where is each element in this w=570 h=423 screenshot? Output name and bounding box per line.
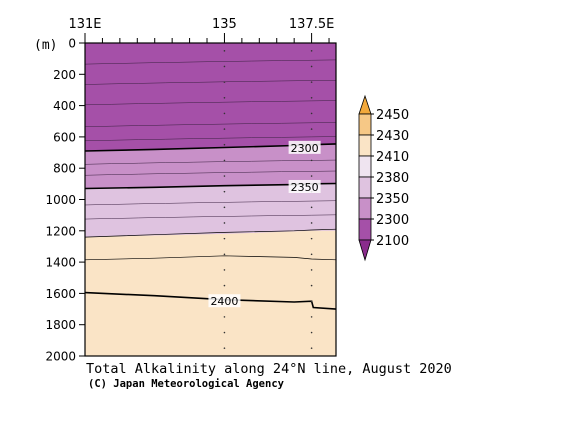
station-dot-1-1050 <box>310 206 313 209</box>
station-dot-1-1750 <box>310 316 313 318</box>
colorbar-label-0: 2450 <box>376 108 409 123</box>
station-dot-0-350 <box>223 96 226 99</box>
x-tick-label-1: 135 <box>212 17 237 32</box>
station-dot-1-1850 <box>310 331 313 334</box>
y-tick-label-9: 1800 <box>45 318 76 332</box>
station-dot-0-50 <box>223 50 226 52</box>
colorbar: 2450 2430 2410 2380 2350 2300 2100 <box>358 94 409 262</box>
contour-label-2: 2400 <box>210 295 238 308</box>
colorbar-label-4: 2350 <box>376 192 409 207</box>
isoline-4 <box>84 136 337 142</box>
station-dot-1-1550 <box>310 284 313 287</box>
isoline-7 <box>84 200 337 206</box>
colorbar-label-2: 2410 <box>376 150 409 165</box>
isoline-6 <box>84 170 337 176</box>
station-dot-1-250 <box>310 81 313 83</box>
colorbar-label-3: 2380 <box>376 171 409 186</box>
colorbar-seg-3 <box>358 155 372 178</box>
contour-label-bg-1 <box>288 179 321 193</box>
contour-line-3 <box>84 228 337 238</box>
contour-label-layer: 2300 2350 2400 <box>208 140 321 308</box>
chart-credit: (C) Japan Meteorological Agency <box>88 378 285 390</box>
isoline-8 <box>84 214 337 220</box>
station-dot-1-550 <box>310 128 313 130</box>
station-dot-1-450 <box>310 112 313 115</box>
station-dot-0-1150 <box>223 222 226 224</box>
colorbar-seg-6 <box>358 218 372 241</box>
colorbar-seg-2 <box>358 134 372 157</box>
isoline-2 <box>84 100 337 106</box>
station-dot-0-1750 <box>223 316 226 318</box>
station-dot-0-1350 <box>223 253 226 256</box>
colorbar-label-6: 2100 <box>376 234 409 249</box>
station-dot-0-450 <box>223 112 226 115</box>
colorbar-label-1: 2430 <box>376 129 409 144</box>
station-dot-0-950 <box>223 190 226 193</box>
station-dot-0-750 <box>223 159 226 162</box>
y-tick-label-6: 1200 <box>45 224 76 238</box>
station-dot-1-850 <box>310 175 313 177</box>
colorbar-label-5: 2300 <box>376 213 409 228</box>
station-dot-1-1350 <box>310 253 313 256</box>
station-dot-1-1650 <box>310 300 313 303</box>
contour-label-0: 2300 <box>291 142 319 155</box>
y-tick-label-0: 0 <box>68 37 76 51</box>
station-dot-1-150 <box>310 65 313 68</box>
station-dot-0-1450 <box>223 269 226 271</box>
station-dot-0-550 <box>223 128 226 130</box>
band-fill-3 <box>85 230 336 356</box>
y-tick-label-8: 1600 <box>45 287 76 301</box>
station-dot-1-1950 <box>310 347 313 349</box>
x-axis: 131E 135 137.5E <box>68 17 334 43</box>
colorbar-bottom-arrow <box>358 239 372 262</box>
y-tick-label-1: 200 <box>53 68 76 82</box>
station-dot-0-150 <box>223 65 226 68</box>
isoline-3 <box>84 122 337 127</box>
isoline-0 <box>84 59 337 65</box>
colorbar-seg-1 <box>358 113 372 136</box>
station-dot-0-1050 <box>223 206 226 209</box>
contour-fill-layer <box>85 43 336 356</box>
colorbar-top-arrow <box>358 94 372 115</box>
station-dot-0-1250 <box>223 237 226 240</box>
y-tick-label-4: 800 <box>53 162 76 176</box>
isoline-1 <box>84 79 337 85</box>
colorbar-seg-4 <box>358 176 372 199</box>
contour-label-bg-0 <box>288 140 321 154</box>
station-dot-0-850 <box>223 175 226 177</box>
x-tick-label-0: 131E <box>68 17 101 32</box>
contour-line-4 <box>84 255 337 261</box>
station-dot-0-1550 <box>223 284 226 287</box>
y-tick-label-10: 2000 <box>45 350 76 364</box>
station-dot-1-1450 <box>310 269 313 271</box>
y-tick-label-2: 400 <box>53 99 76 113</box>
station-dot-1-350 <box>310 96 313 99</box>
y-tick-label-3: 600 <box>53 130 76 144</box>
contour-line-2 <box>84 291 337 310</box>
station-dot-1-50 <box>310 50 313 52</box>
y-tick-label-7: 1400 <box>45 256 76 270</box>
colorbar-seg-5 <box>358 197 372 220</box>
x-tick-label-2: 137.5E <box>289 17 334 32</box>
station-dot-1-750 <box>310 159 313 162</box>
station-dot-0-250 <box>223 81 226 83</box>
y-tick-label-5: 1000 <box>45 193 76 207</box>
chart-title: Total Alkalinity along 24°N line, August… <box>86 361 452 377</box>
isoline-5 <box>84 159 337 165</box>
station-dot-0-1850 <box>223 331 226 334</box>
contour-label-1: 2350 <box>291 181 319 194</box>
y-axis-unit-label: (m) <box>34 38 57 53</box>
station-dot-1-1250 <box>310 237 313 240</box>
station-dot-0-1950 <box>223 347 226 349</box>
y-axis: 0 200 400 600 800 1000 1200 1400 1600 1800 2000 <box>45 37 85 364</box>
station-dot-0-650 <box>223 143 226 146</box>
station-dot-1-1150 <box>310 222 313 224</box>
contour-label-bg-2 <box>208 294 241 308</box>
